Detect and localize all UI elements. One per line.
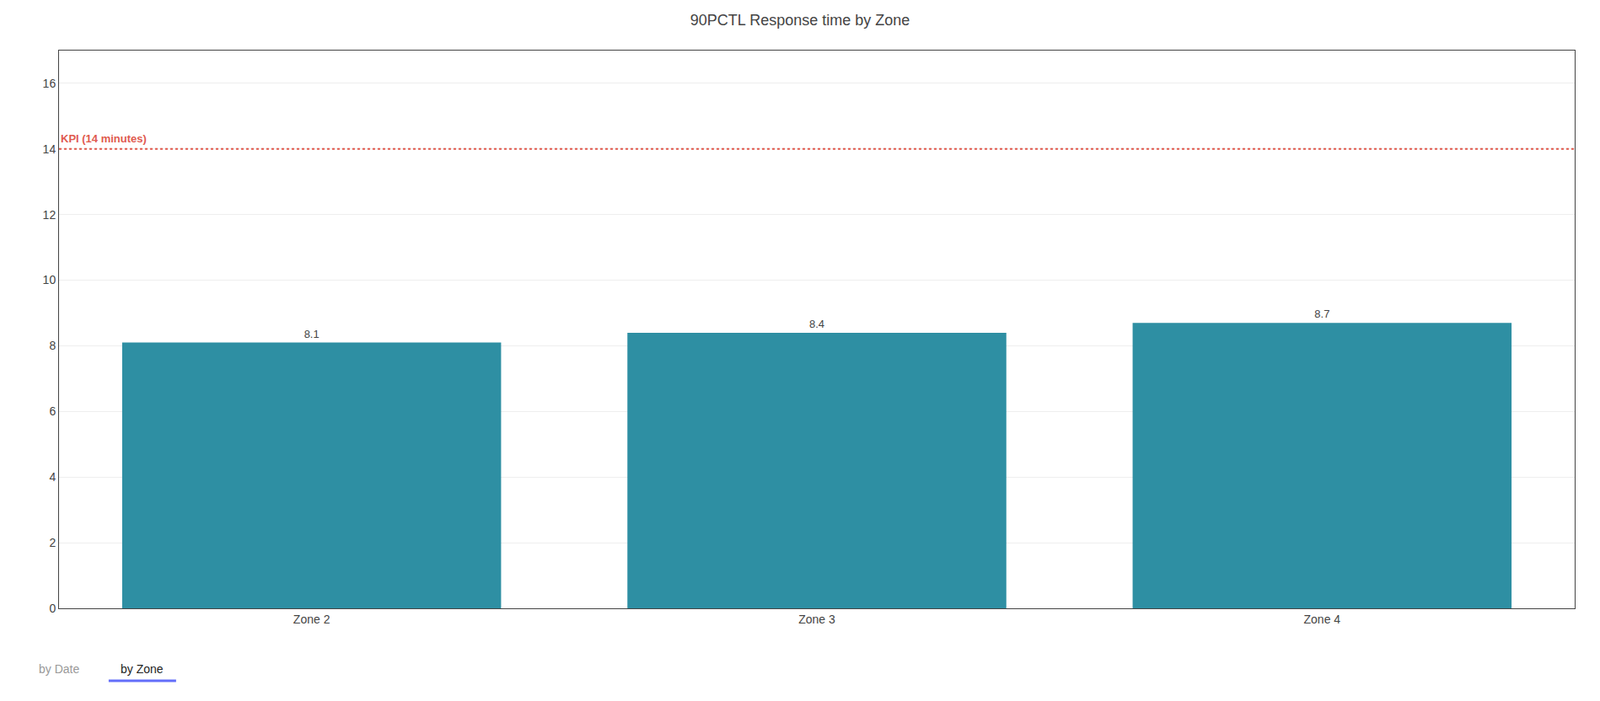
svg-text:8.1: 8.1: [304, 327, 320, 341]
svg-text:2: 2: [48, 536, 56, 550]
svg-text:8.7: 8.7: [1314, 307, 1330, 321]
svg-text:Zone 3: Zone 3: [798, 612, 836, 627]
svg-text:10: 10: [42, 273, 57, 287]
svg-text:0: 0: [48, 601, 56, 616]
svg-text:KPI (14 minutes): KPI (14 minutes): [60, 132, 147, 145]
svg-text:16: 16: [42, 76, 57, 91]
svg-text:Zone 2: Zone 2: [293, 612, 331, 627]
svg-text:by Zone: by Zone: [120, 662, 164, 677]
svg-text:by Date: by Date: [38, 662, 80, 677]
svg-text:6: 6: [48, 404, 56, 419]
svg-text:4: 4: [48, 470, 56, 484]
svg-text:12: 12: [42, 208, 57, 222]
svg-text:8: 8: [48, 338, 56, 353]
svg-text:8.4: 8.4: [809, 317, 825, 331]
svg-text:14: 14: [42, 142, 57, 156]
svg-text:90PCTL Response time by Zone: 90PCTL Response time by Zone: [690, 11, 910, 29]
svg-text:Zone 4: Zone 4: [1304, 612, 1342, 627]
